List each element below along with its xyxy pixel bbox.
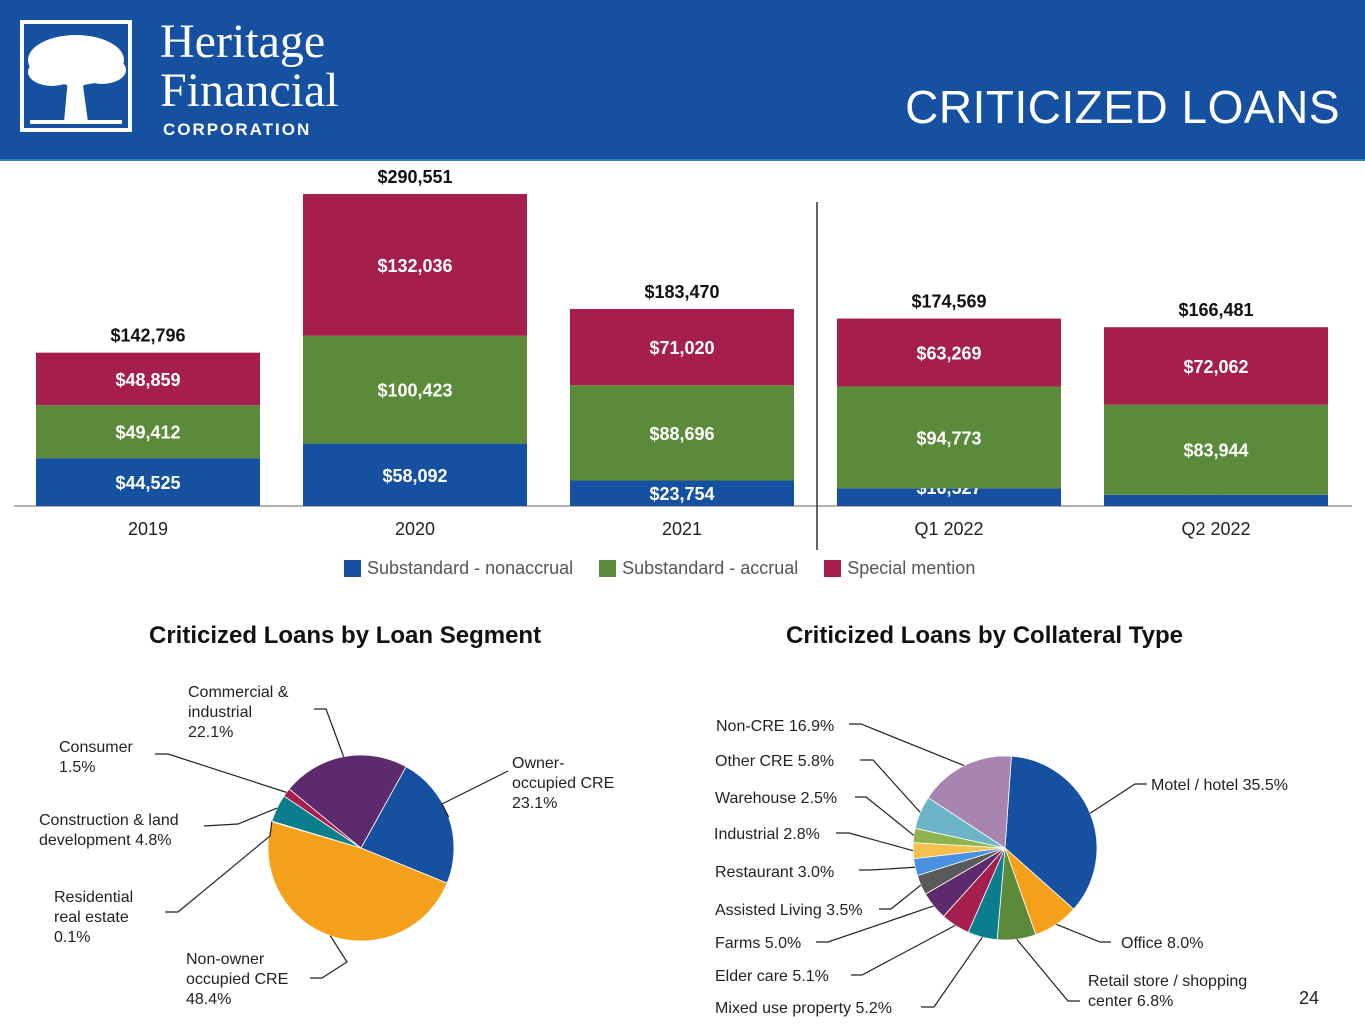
header-banner: Heritage Financial CORPORATION CRITICIZE… — [0, 0, 1365, 161]
pie-slice-label: Commercial & industrial 22.1% — [188, 684, 289, 741]
pie-leader-line — [859, 866, 916, 871]
legend-label: Special mention — [847, 558, 976, 578]
bar-segment — [303, 443, 527, 506]
tree-logo-icon — [20, 20, 132, 132]
bar-segment — [36, 458, 260, 506]
bar-total-label: $290,551 — [377, 167, 452, 187]
pie-slice-label: Owner-occupied CRE 23.1% — [512, 755, 614, 812]
bar-segment — [303, 335, 527, 444]
bar-value-label: $100,423 — [377, 381, 452, 401]
collateral-pie-chart: Motel / hotel 35.5% Office 8.0% Retail sto… — [714, 718, 1288, 1017]
pie-leader-line — [441, 770, 509, 818]
bar-segment — [36, 405, 260, 459]
legend-swatch — [599, 560, 617, 577]
legend-item-accrual: Substandard - accrual — [599, 558, 798, 579]
bar-value-label: $23,754 — [649, 484, 714, 504]
bar-segment — [570, 308, 794, 386]
pie-slice-label: Non-owner occupied CRE 48.4% — [186, 951, 288, 1008]
bar-value-label: $58,092 — [382, 466, 447, 486]
pie-slice-label: Office 8.0% — [1121, 935, 1203, 952]
pie-slice-label: Elder care 5.1% — [715, 968, 829, 985]
bar-segment — [837, 318, 1061, 387]
legend-item-special-mention: Special mention — [824, 558, 975, 579]
bar-value-label: $63,269 — [916, 344, 981, 364]
pie-leader-line — [855, 796, 915, 836]
pie-leader-line — [314, 708, 345, 757]
pie-slice-label: Motel / hotel 35.5% — [1151, 777, 1288, 794]
bar-segment — [837, 386, 1061, 489]
legend-swatch — [344, 560, 361, 577]
page-title: CRITICIZED LOANS — [905, 81, 1340, 133]
segment-pie-chart: Owner-occupied CRE 23.1% Non-owner occupied… — [39, 684, 614, 1008]
pie-slice-label: Residential real estate 0.1% — [54, 889, 133, 946]
pie-leader-line — [921, 936, 983, 1008]
bar-value-label: $48,859 — [115, 370, 180, 390]
pie-slice-label: Construction & land development 4.8% — [39, 812, 179, 849]
pie-slice-label: Mixed use property 5.2% — [715, 1000, 892, 1017]
pie-leader-line — [155, 753, 287, 793]
pie-leader-line — [836, 832, 914, 852]
logo-text-financial: Financial — [160, 64, 339, 117]
bar-segment — [570, 385, 794, 481]
logo-text-heritage: Heritage — [160, 15, 326, 68]
bar-segment — [570, 480, 794, 506]
bar-segment — [303, 194, 527, 336]
bar-segment — [1104, 404, 1328, 495]
bar-segment — [1104, 327, 1328, 405]
bar-total-label: $174,569 — [911, 292, 986, 312]
bar-total-label: $142,796 — [110, 326, 185, 346]
pie-slice — [927, 755, 1012, 849]
pie-slice-label: Consumer 1.5% — [59, 739, 133, 776]
pie-slice-label: Non-CRE 16.9% — [716, 718, 834, 735]
pie-leader-line — [1016, 938, 1080, 1002]
bar-total-label: $183,470 — [644, 282, 719, 302]
pie-slice-label: Assisted Living 3.5% — [715, 902, 863, 919]
logo-text-corporation: CORPORATION — [163, 120, 312, 139]
bar-value-label: $94,773 — [916, 428, 981, 448]
pie-leader-line — [1056, 923, 1111, 943]
pie-leader-line — [816, 905, 934, 943]
pie-slice-label: Restaurant 3.0% — [715, 864, 834, 881]
legend-item-nonaccrual: Substandard - nonaccrual — [344, 558, 573, 579]
bar-chart-legend: Substandard - nonaccrual Substandard - a… — [344, 558, 975, 579]
bar-segment — [36, 352, 260, 406]
x-tick-label: 2019 — [128, 519, 168, 539]
pie-leader-line — [851, 924, 956, 976]
legend-label: Substandard - nonaccrual — [367, 558, 574, 578]
stacked-bar-chart: $44,525 $49,412 $48,859 $142,796 2019 $58,092… — [14, 167, 1352, 550]
pie-slice-label: Retail store / shopping center 6.8% — [1088, 973, 1247, 1010]
pie-leader-line — [310, 935, 348, 979]
bar-value-label: $71,020 — [649, 338, 714, 358]
x-tick-label: 2020 — [395, 519, 435, 539]
bar-segment — [837, 488, 1061, 506]
bar-segment — [1104, 494, 1328, 506]
bar-value-label: $88,696 — [649, 424, 714, 444]
x-tick-label: Q2 2022 — [1181, 519, 1250, 539]
page-number: 24 — [1298, 988, 1319, 1008]
legend-swatch — [824, 560, 842, 577]
pie-slice-label: Other CRE 5.8% — [715, 753, 834, 770]
tree-logo-icon-svg — [28, 35, 126, 124]
legend-label: Substandard - accrual — [622, 558, 799, 578]
pie-slice-label: Warehouse 2.5% — [715, 790, 837, 807]
pie-leader-line — [165, 821, 273, 913]
bar-value-label: $132,036 — [377, 256, 452, 276]
bar-total-label: $166,481 — [1178, 300, 1253, 320]
pie-leader-line — [1089, 783, 1147, 814]
bar-value-label: $44,525 — [115, 473, 180, 493]
x-tick-label: Q1 2022 — [914, 519, 983, 539]
pie-leader-line — [203, 807, 278, 827]
bar-value-label: $72,062 — [1183, 357, 1248, 377]
x-tick-label: 2021 — [662, 519, 702, 539]
pie-leader-line — [849, 723, 965, 767]
collateral-pie-title: Criticized Loans by Collateral Type — [786, 622, 1183, 649]
segment-pie-title: Criticized Loans by Loan Segment — [149, 622, 542, 649]
pie-leader-line — [860, 759, 921, 813]
pie-leader-line — [879, 884, 922, 910]
bar-value-label: $49,412 — [115, 423, 180, 443]
pie-slice-label: Industrial 2.8% — [714, 826, 820, 843]
bar-value-label: $83,944 — [1183, 441, 1248, 461]
pie-slice — [288, 754, 407, 849]
pie-slice-label: Farms 5.0% — [715, 935, 801, 952]
